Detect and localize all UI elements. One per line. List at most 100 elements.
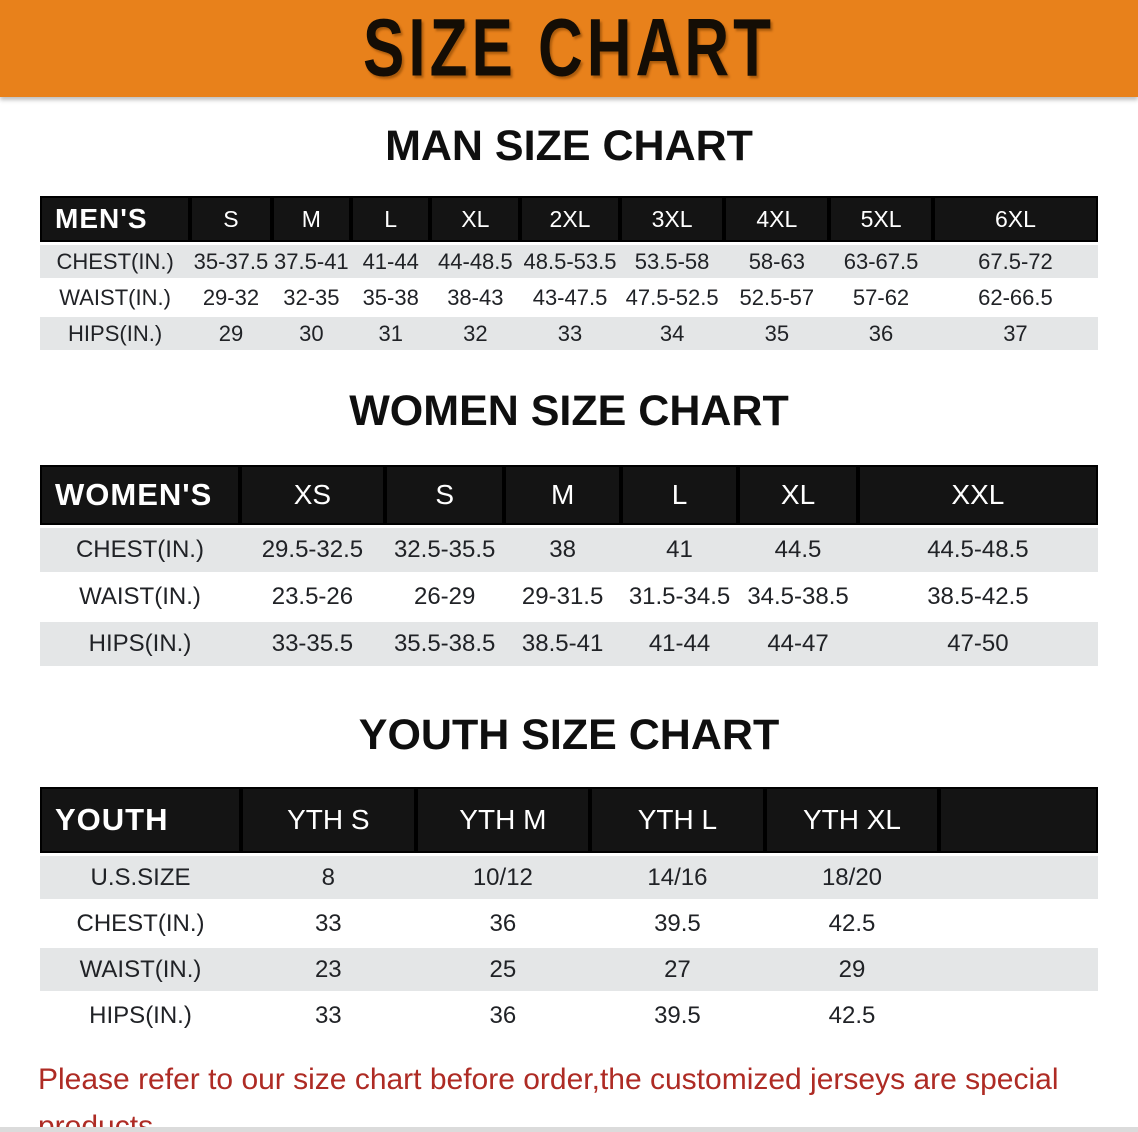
men-header-label: MEN'S bbox=[40, 196, 191, 242]
size-value: 29-31.5 bbox=[504, 575, 621, 619]
womens-size-table: WOMEN'S XS S M L XL XXL CHEST(IN.) 29.5-32.5 32.… bbox=[40, 462, 1098, 669]
men-column-header: M bbox=[271, 196, 352, 242]
size-value: 43-47.5 bbox=[520, 281, 620, 314]
size-value: 47.5-52.5 bbox=[619, 281, 725, 314]
table-row: U.S.SIZE 8 10/12 14/16 18/20 bbox=[40, 856, 1098, 899]
size-value: 38 bbox=[504, 528, 621, 572]
size-value: 31 bbox=[351, 317, 431, 350]
size-value: 39.5 bbox=[590, 902, 765, 945]
youth-column-header: YTH M bbox=[415, 787, 591, 853]
youth-column-header: YTH XL bbox=[764, 787, 940, 853]
image-bottom-edge bbox=[0, 1127, 1138, 1132]
order-notice: Please refer to our size chart before or… bbox=[38, 1056, 1100, 1132]
men-column-header: XL bbox=[430, 196, 521, 242]
size-value: 25 bbox=[415, 948, 591, 991]
size-value: 35-38 bbox=[351, 281, 431, 314]
row-label: WAIST(IN.) bbox=[40, 575, 240, 619]
women-header-label: WOMEN'S bbox=[40, 465, 240, 525]
size-value: 29.5-32.5 bbox=[239, 528, 385, 572]
size-value: 39.5 bbox=[590, 994, 765, 1037]
row-label: WAIST(IN.) bbox=[40, 281, 191, 314]
table-header-row: MEN'S S M L XL 2XL 3XL 4XL 5XL 6XL bbox=[40, 196, 1098, 242]
size-value: 23.5-26 bbox=[239, 575, 385, 619]
row-label: HIPS(IN.) bbox=[40, 622, 240, 666]
size-value: 33 bbox=[241, 994, 416, 1037]
size-value: 44.5 bbox=[738, 528, 858, 572]
women-column-header: XXL bbox=[857, 465, 1098, 525]
banner-title: SIZE CHART bbox=[363, 2, 775, 95]
men-column-header: L bbox=[351, 196, 431, 242]
size-value: 37.5-41 bbox=[271, 245, 352, 278]
size-value: 26-29 bbox=[384, 575, 505, 619]
table-header-row: YOUTH YTH S YTH M YTH L YTH XL bbox=[40, 787, 1098, 853]
men-column-header: S bbox=[190, 196, 272, 242]
size-value: 57-62 bbox=[829, 281, 933, 314]
table-row: HIPS(IN.) 33-35.5 35.5-38.5 38.5-41 41-44 44-… bbox=[40, 622, 1098, 666]
youth-size-table: YOUTH YTH S YTH M YTH L YTH XL U.S.SIZE 8 10/1… bbox=[40, 784, 1098, 1040]
size-value: 32 bbox=[430, 317, 521, 350]
size-value: 35 bbox=[724, 317, 830, 350]
youth-size-chart-section: YOUTH SIZE CHART YOUTH YTH S YTH M YTH L YTH… bbox=[0, 711, 1138, 1040]
table-row: CHEST(IN.) 35-37.5 37.5-41 41-44 44-48.5 48.5… bbox=[40, 245, 1098, 278]
row-filler bbox=[939, 902, 1098, 945]
row-filler bbox=[939, 948, 1098, 991]
size-value: 33 bbox=[520, 317, 620, 350]
size-value: 27 bbox=[590, 948, 765, 991]
size-value: 53.5-58 bbox=[619, 245, 725, 278]
women-column-header: M bbox=[504, 465, 621, 525]
size-value: 41-44 bbox=[351, 245, 431, 278]
youth-column-header: YTH S bbox=[241, 787, 416, 853]
size-value: 18/20 bbox=[764, 856, 940, 899]
youth-column-header: YTH L bbox=[590, 787, 765, 853]
size-value: 36 bbox=[415, 902, 591, 945]
table-row: WAIST(IN.) 29-32 32-35 35-38 38-43 43-47.5 47.… bbox=[40, 281, 1098, 314]
row-label: WAIST(IN.) bbox=[40, 948, 242, 991]
row-label: CHEST(IN.) bbox=[40, 902, 242, 945]
row-label: U.S.SIZE bbox=[40, 856, 242, 899]
men-column-header: 3XL bbox=[619, 196, 725, 242]
size-value: 35.5-38.5 bbox=[384, 622, 505, 666]
row-label: HIPS(IN.) bbox=[40, 994, 242, 1037]
table-row: HIPS(IN.) 33 36 39.5 42.5 bbox=[40, 994, 1098, 1037]
women-size-chart-title: WOMEN SIZE CHART bbox=[349, 387, 789, 435]
men-column-header: 4XL bbox=[724, 196, 830, 242]
row-label: CHEST(IN.) bbox=[40, 528, 240, 572]
mens-size-table: MEN'S S M L XL 2XL 3XL 4XL 5XL 6XL CHEST(IN.) 35-3… bbox=[40, 193, 1098, 353]
size-value: 47-50 bbox=[857, 622, 1098, 666]
size-value: 41 bbox=[620, 528, 739, 572]
size-value: 32-35 bbox=[271, 281, 352, 314]
size-value: 62-66.5 bbox=[932, 281, 1098, 314]
size-value: 36 bbox=[415, 994, 591, 1037]
youth-header-label: YOUTH bbox=[40, 787, 242, 853]
size-value: 58-63 bbox=[724, 245, 830, 278]
size-value: 29 bbox=[190, 317, 272, 350]
size-value: 30 bbox=[271, 317, 352, 350]
size-value: 38.5-41 bbox=[504, 622, 621, 666]
size-value: 33-35.5 bbox=[239, 622, 385, 666]
size-value: 8 bbox=[241, 856, 416, 899]
table-row: HIPS(IN.) 29 30 31 32 33 34 35 36 37 bbox=[40, 317, 1098, 350]
women-column-header: L bbox=[620, 465, 739, 525]
size-value: 44.5-48.5 bbox=[857, 528, 1098, 572]
size-value: 35-37.5 bbox=[190, 245, 272, 278]
row-filler bbox=[939, 994, 1098, 1037]
size-value: 48.5-53.5 bbox=[520, 245, 620, 278]
youth-size-chart-title: YOUTH SIZE CHART bbox=[358, 711, 780, 759]
size-value: 34.5-38.5 bbox=[738, 575, 858, 619]
size-value: 42.5 bbox=[764, 902, 940, 945]
table-row: WAIST(IN.) 23.5-26 26-29 29-31.5 31.5-34.5 34… bbox=[40, 575, 1098, 619]
size-value: 10/12 bbox=[415, 856, 591, 899]
men-column-header: 5XL bbox=[829, 196, 933, 242]
size-value: 34 bbox=[619, 317, 725, 350]
size-value: 41-44 bbox=[620, 622, 739, 666]
size-value: 67.5-72 bbox=[932, 245, 1098, 278]
size-value: 32.5-35.5 bbox=[384, 528, 505, 572]
size-value: 44-48.5 bbox=[430, 245, 521, 278]
row-label: HIPS(IN.) bbox=[40, 317, 191, 350]
size-value: 33 bbox=[241, 902, 416, 945]
men-column-header: 2XL bbox=[520, 196, 620, 242]
men-column-header: 6XL bbox=[932, 196, 1098, 242]
size-value: 38-43 bbox=[430, 281, 521, 314]
table-row: CHEST(IN.) 33 36 39.5 42.5 bbox=[40, 902, 1098, 945]
notice-line-1: Please refer to our size chart before or… bbox=[38, 1063, 1059, 1132]
